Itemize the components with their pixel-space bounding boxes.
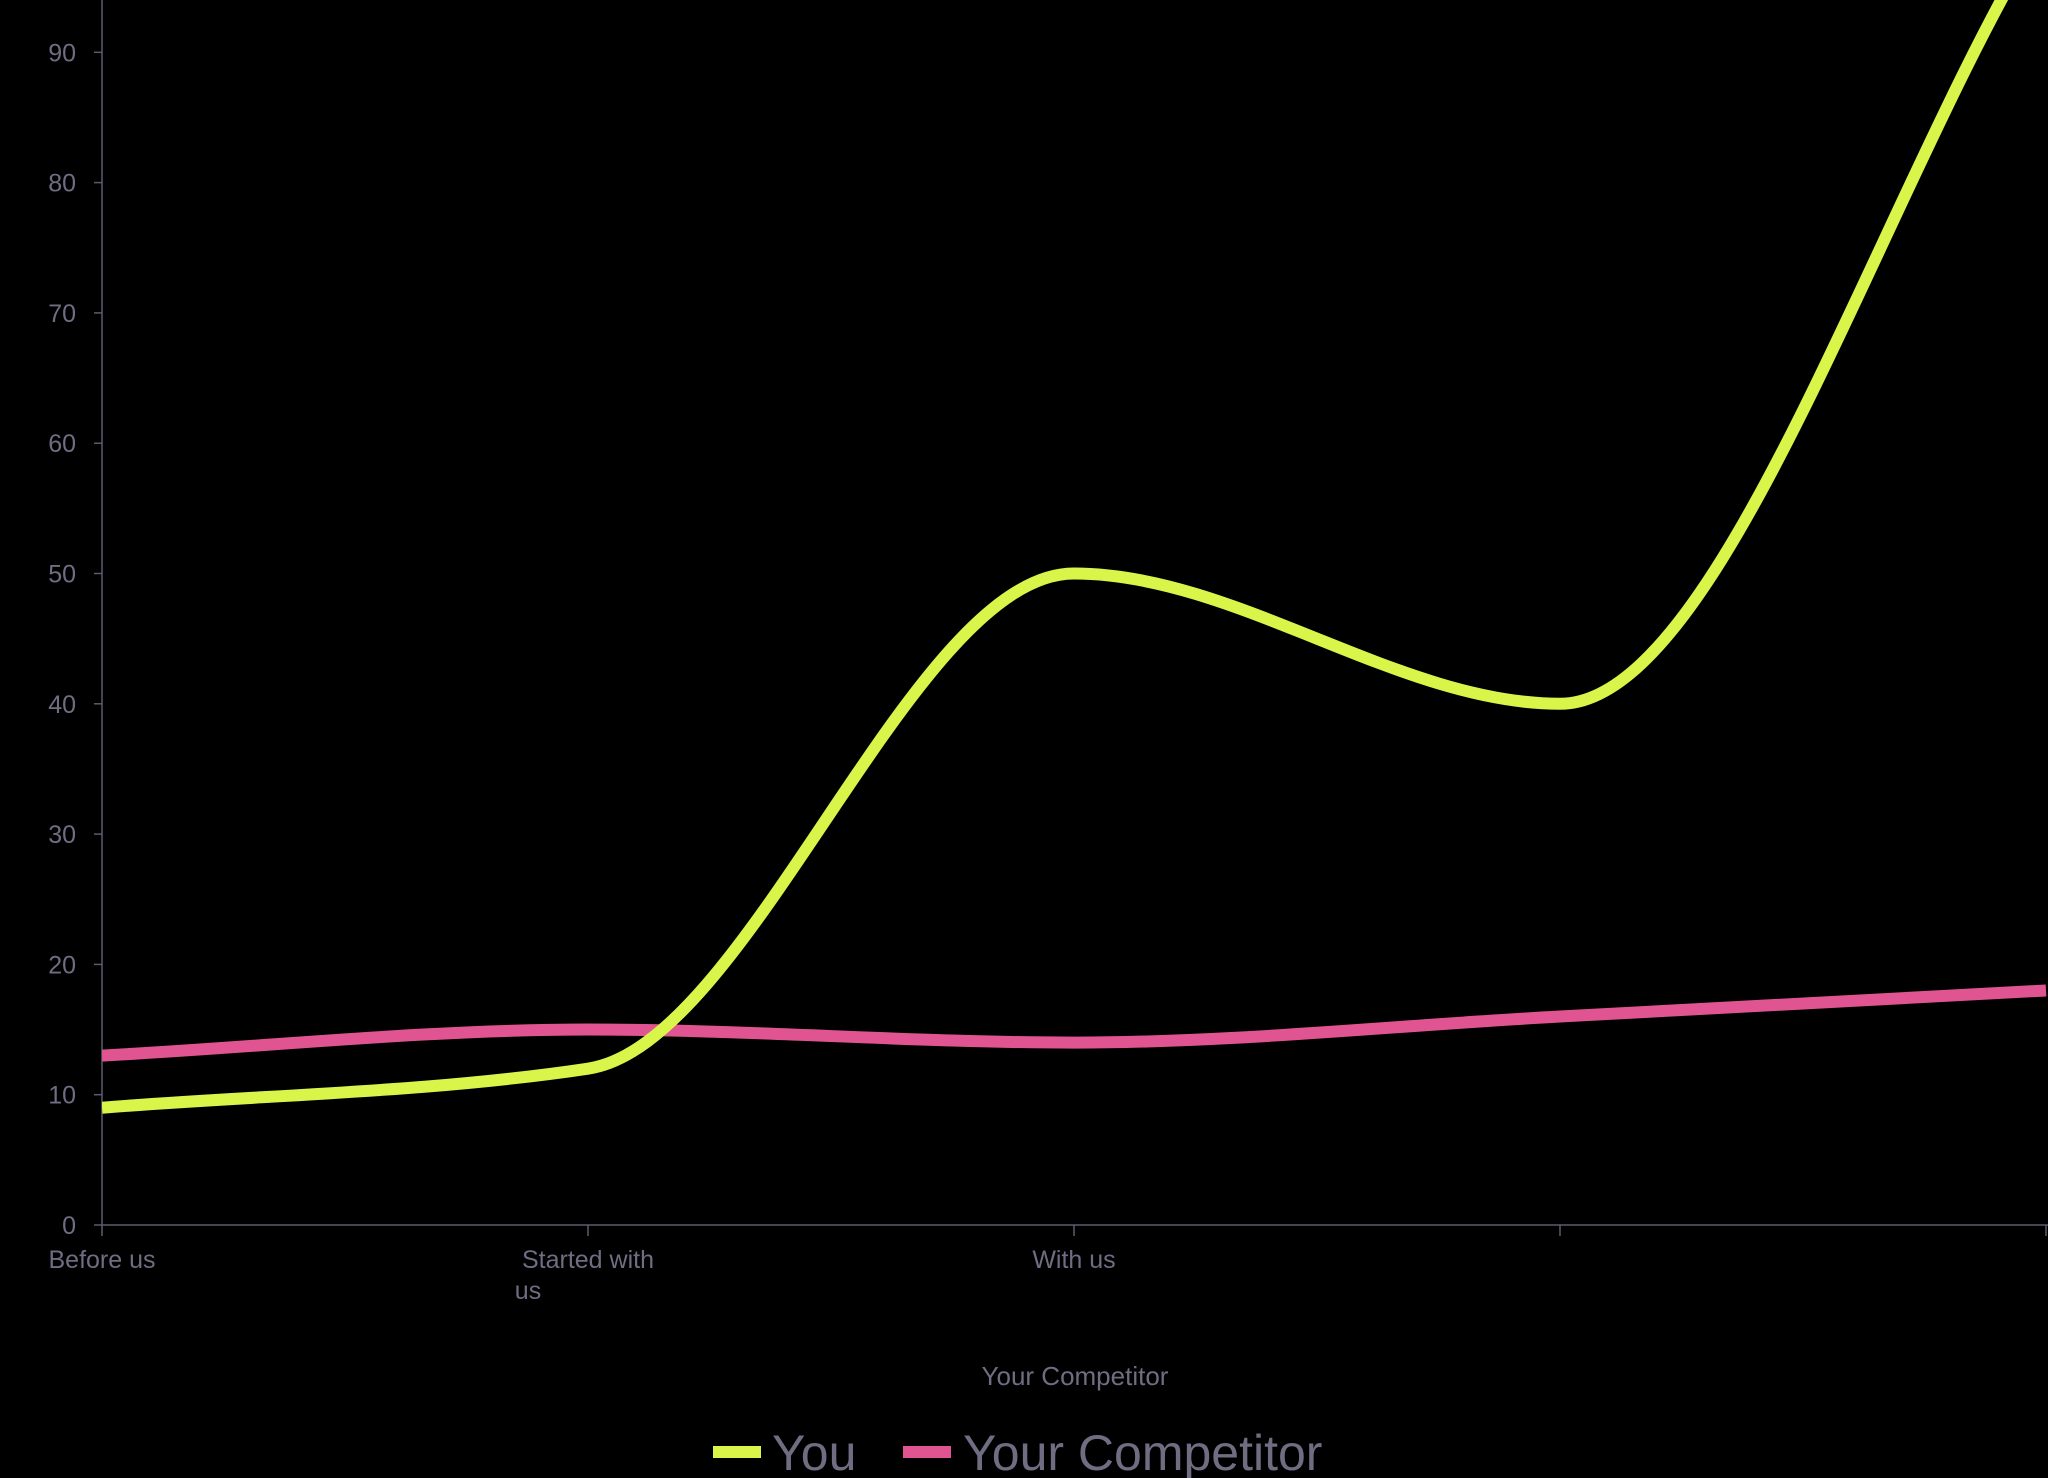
series-lines bbox=[102, 0, 2047, 1114]
legend: You Your Competitor bbox=[713, 1425, 1322, 1478]
y-tick-label: 10 bbox=[48, 1082, 76, 1110]
y-tick-label: 30 bbox=[48, 821, 76, 849]
series-line-1 bbox=[102, 984, 2047, 1062]
y-tick-label: 80 bbox=[48, 170, 76, 198]
legend-label-0: You bbox=[772, 1425, 856, 1478]
y-tick-label: 0 bbox=[62, 1212, 76, 1240]
legend-swatch-0 bbox=[713, 1446, 761, 1458]
y-tick-label: 90 bbox=[48, 39, 76, 67]
legend-label-1: Your Competitor bbox=[963, 1425, 1322, 1478]
y-tick-label: 50 bbox=[48, 561, 76, 589]
x-axis: Before us Started with us With us bbox=[48, 1224, 2048, 1305]
x-tick-label: Started with us bbox=[515, 1246, 654, 1305]
legend-swatch-1 bbox=[903, 1446, 951, 1458]
x-axis-title: Your Competitor bbox=[982, 1361, 1169, 1391]
y-axis: 0 10 20 30 40 50 60 70 80 90 bbox=[48, 0, 103, 1240]
y-tick-label: 20 bbox=[48, 951, 76, 979]
x-tick-label: Before us bbox=[48, 1246, 155, 1274]
series-line-0 bbox=[102, 0, 2009, 1114]
y-tick-label: 40 bbox=[48, 691, 76, 719]
y-tick-label: 60 bbox=[48, 430, 76, 458]
x-tick-label: With us bbox=[1032, 1246, 1115, 1274]
y-tick-label: 70 bbox=[48, 300, 76, 328]
